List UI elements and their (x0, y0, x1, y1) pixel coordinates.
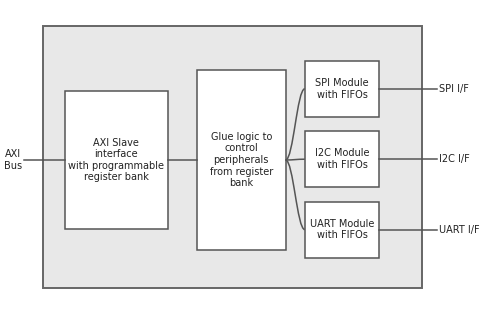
Bar (305, 131, 379, 187)
Text: I2C Module
with FIFOs: I2C Module with FIFOs (315, 148, 369, 170)
Bar (197, 70, 286, 250)
Bar (305, 202, 379, 258)
Text: SPI Module
with FIFOs: SPI Module with FIFOs (315, 78, 369, 100)
Text: AXI Slave
interface
with programmable
register bank: AXI Slave interface with programmable re… (68, 138, 164, 182)
Text: UART I/F: UART I/F (439, 225, 480, 235)
Bar (305, 61, 379, 117)
Text: Glue logic to
control
peripherals
from register
bank: Glue logic to control peripherals from r… (210, 132, 273, 188)
Text: UART Module
with FIFOs: UART Module with FIFOs (310, 219, 374, 240)
Bar (65, 91, 168, 229)
Text: SPI I/F: SPI I/F (439, 84, 469, 94)
Text: AXI
Bus: AXI Bus (4, 149, 23, 171)
Text: I2C I/F: I2C I/F (439, 154, 470, 164)
Bar (43, 26, 422, 288)
